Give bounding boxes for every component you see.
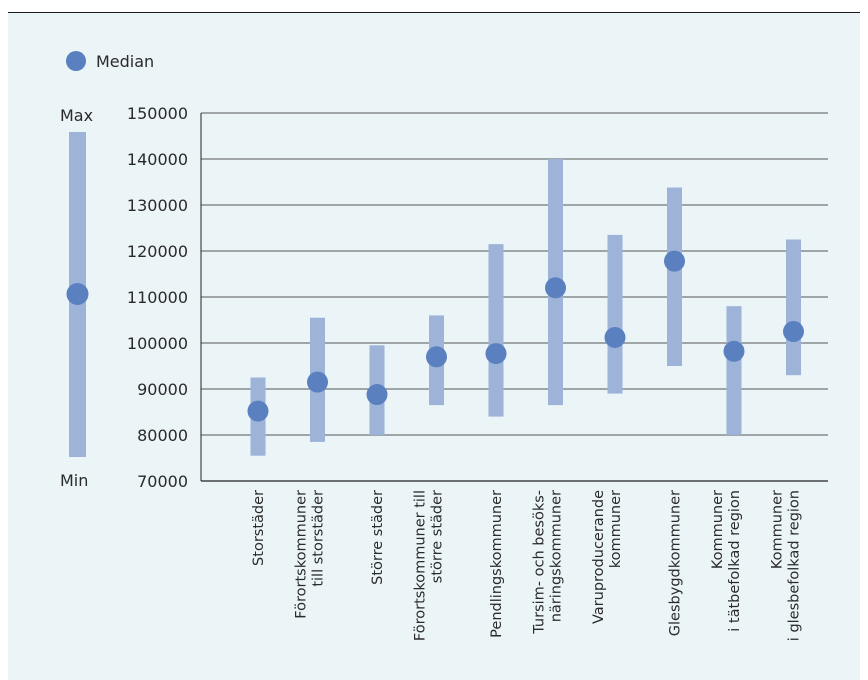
category-label: Förortskommuner till	[413, 490, 429, 641]
y-tick-label: 80000	[137, 426, 188, 445]
category-label: Förortskommuner	[294, 490, 310, 619]
category-label: näringskommuner	[549, 490, 565, 622]
median-marker	[664, 250, 685, 272]
category-label: Större städer	[370, 490, 386, 585]
legend-median-label: Median	[96, 52, 154, 71]
y-tick-label: 140000	[127, 150, 188, 169]
category-label: Tursim- och besöks-	[532, 490, 548, 635]
category-label: till storstäder	[311, 490, 327, 587]
y-tick-label: 110000	[127, 288, 188, 307]
grid-layer: 70000 80000 90000 100000 110000 120000 130000 1…	[127, 104, 828, 491]
category-label: Storstäder	[251, 490, 267, 566]
category-label: Varuproducerande	[591, 490, 607, 624]
y-tick-label: 100000	[127, 334, 188, 353]
key-max-label: Max	[60, 106, 93, 125]
median-marker	[723, 340, 745, 362]
median-marker	[307, 371, 328, 393]
median-marker	[545, 277, 566, 299]
category-label: Kommuner	[770, 490, 786, 569]
median-marker	[783, 321, 804, 342]
legend-median-marker	[66, 51, 86, 71]
median-marker	[485, 343, 507, 365]
category-label: större städer	[430, 490, 446, 583]
median-marker	[604, 326, 626, 348]
category-labels: Storstäder Förortskommuner till storstäder…	[251, 490, 803, 641]
y-tick-label: 90000	[137, 380, 188, 399]
category-label: i glesbefolkad region	[787, 490, 803, 641]
category-label: Pendlingskommuner	[489, 490, 505, 638]
category-label: i tätbefolkad region	[727, 490, 743, 632]
category-label: Glesbygdkommuner	[668, 490, 684, 636]
y-tick-label: 70000	[137, 472, 188, 491]
range-bar	[488, 244, 504, 417]
y-tick-label: 130000	[127, 196, 188, 215]
y-tick-label: 150000	[127, 104, 188, 123]
range-bar	[726, 306, 742, 435]
median-marker	[366, 384, 388, 406]
y-tick-label: 120000	[127, 242, 188, 261]
category-label: Kommuner	[710, 490, 726, 569]
range-bar	[786, 239, 801, 376]
median-marker	[426, 346, 447, 368]
range-bar	[607, 234, 623, 394]
key-min-label: Min	[60, 471, 88, 490]
range-bar	[667, 187, 682, 366]
bars-layer	[247, 159, 804, 456]
key-median-marker	[66, 283, 89, 305]
median-marker	[247, 400, 269, 422]
category-label: kommuner	[608, 490, 624, 568]
